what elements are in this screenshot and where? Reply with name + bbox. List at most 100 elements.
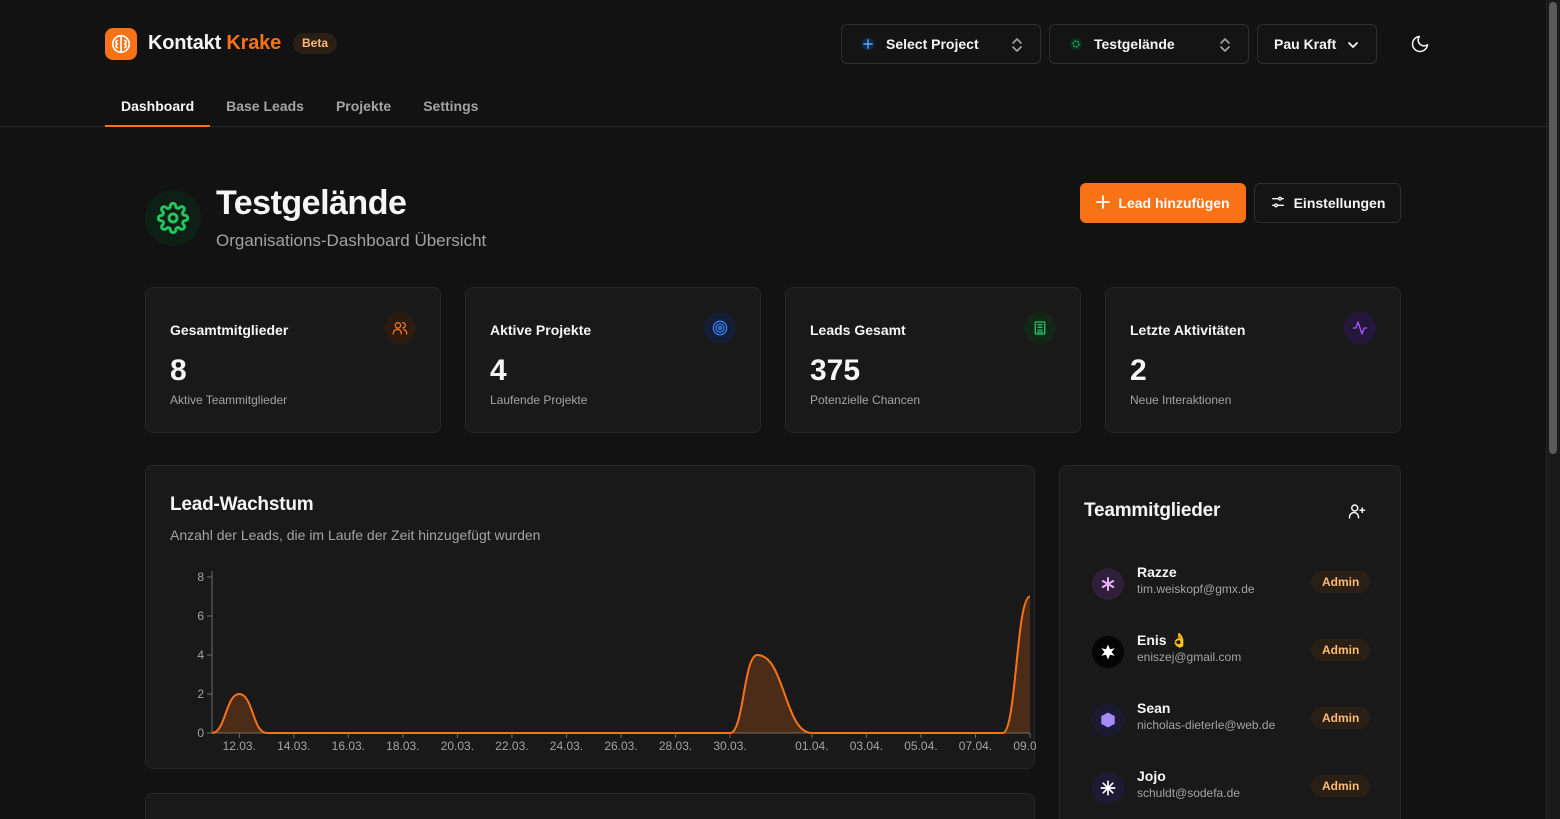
- role-badge: Admin: [1311, 775, 1371, 797]
- sliders-icon: [1270, 194, 1286, 213]
- brand-name[interactable]: Kontakt Krake: [148, 32, 281, 55]
- member-name: Razze: [1137, 564, 1177, 580]
- users-icon: [384, 312, 416, 344]
- stat-card-leads: Leads Gesamt 375 Potenzielle Chancen: [785, 287, 1081, 433]
- stat-description: Potenzielle Chancen: [810, 393, 921, 407]
- stat-card-members: Gesamtmitglieder 8 Aktive Teammitglieder: [145, 287, 441, 433]
- stat-label: Letzte Aktivitäten: [1130, 322, 1246, 338]
- main-nav-tabs: Dashboard Base Leads Projekte Settings: [105, 86, 494, 127]
- y-tick-label: 4: [197, 648, 204, 662]
- add-lead-label: Lead hinzufügen: [1118, 195, 1230, 211]
- tab-settings[interactable]: Settings: [423, 98, 479, 114]
- x-tick-label: 03.04.: [850, 739, 883, 753]
- team-member-row[interactable]: Jojo schuldt@sodefa.de Admin: [1092, 768, 1372, 812]
- stat-label: Leads Gesamt: [810, 322, 906, 338]
- organization-gear-icon: [145, 190, 201, 246]
- stat-description: Neue Interaktionen: [1130, 393, 1232, 407]
- team-title: Teammitglieder: [1084, 500, 1221, 521]
- x-tick-label: 05.04.: [904, 739, 937, 753]
- target-icon: [704, 312, 736, 344]
- x-tick-label: 26.03.: [604, 739, 637, 753]
- page-title: Testgelände: [216, 184, 407, 222]
- stat-description: Aktive Teammitglieder: [170, 393, 288, 407]
- team-member-row[interactable]: Sean nicholas-dieterle@web.de Admin: [1092, 700, 1372, 744]
- x-tick-label: 09.04.: [1013, 739, 1036, 753]
- brain-logo-icon[interactable]: [105, 28, 137, 60]
- x-tick-label: 18.03.: [386, 739, 419, 753]
- chevrons-up-down-icon: [1218, 37, 1232, 56]
- next-card: [145, 793, 1035, 819]
- chevrons-up-down-icon: [1010, 37, 1024, 56]
- member-email: schuldt@sodefa.de: [1137, 786, 1240, 800]
- stat-label: Aktive Projekte: [490, 322, 592, 338]
- y-tick-label: 2: [197, 687, 204, 701]
- y-tick-label: 6: [197, 609, 204, 623]
- stat-card-projects: Aktive Projekte 4 Laufende Projekte: [465, 287, 761, 433]
- x-tick-label: 07.04.: [959, 739, 992, 753]
- sparkle-icon: [860, 36, 876, 52]
- star-avatar-icon: [1092, 636, 1124, 668]
- moon-icon[interactable]: [1408, 32, 1432, 56]
- x-tick-label: 30.03.: [713, 739, 746, 753]
- settings-label: Einstellungen: [1293, 195, 1386, 211]
- stat-card-activity: Letzte Aktivitäten 2 Neue Interaktionen: [1105, 287, 1401, 433]
- brand-main: Kontakt: [148, 32, 222, 54]
- chart-title: Lead-Wachstum: [170, 494, 314, 515]
- member-email: tim.weiskopf@gmx.de: [1137, 582, 1255, 596]
- x-tick-label: 24.03.: [550, 739, 583, 753]
- asterisk-avatar-icon: [1092, 568, 1124, 600]
- organization-select-label: Testgelände: [1094, 36, 1175, 52]
- role-badge: Admin: [1311, 639, 1371, 661]
- stat-description: Laufende Projekte: [490, 393, 588, 407]
- user-menu[interactable]: Pau Kraft: [1257, 24, 1377, 64]
- member-email: nicholas-dieterle@web.de: [1137, 718, 1276, 732]
- team-member-row[interactable]: Razze tim.weiskopf@gmx.de Admin: [1092, 564, 1372, 608]
- settings-button[interactable]: Einstellungen: [1254, 183, 1401, 223]
- brand-accent: Krake: [226, 32, 282, 54]
- beta-badge: Beta: [293, 33, 338, 54]
- member-name: Enis 👌: [1137, 632, 1188, 648]
- organization-select[interactable]: Testgelände: [1049, 24, 1249, 64]
- team-member-row[interactable]: Enis 👌 eniszej@gmail.com Admin: [1092, 632, 1372, 676]
- building-icon: [1024, 312, 1056, 344]
- page-subtitle: Organisations-Dashboard Übersicht: [216, 231, 487, 250]
- tab-base-leads[interactable]: Base Leads: [226, 98, 304, 114]
- x-tick-label: 20.03.: [441, 739, 474, 753]
- chart-subtitle: Anzahl der Leads, die im Laufe der Zeit …: [170, 527, 541, 543]
- member-email: eniszej@gmail.com: [1137, 650, 1242, 664]
- x-tick-label: 22.03.: [495, 739, 528, 753]
- project-select-label: Select Project: [886, 36, 979, 52]
- activity-icon: [1344, 312, 1376, 344]
- scrollbar-thumb[interactable]: [1549, 2, 1557, 454]
- tab-dashboard[interactable]: Dashboard: [105, 86, 211, 127]
- project-select[interactable]: Select Project: [841, 24, 1041, 64]
- x-tick-label: 28.03.: [659, 739, 692, 753]
- hexagon-avatar-icon: [1092, 704, 1124, 736]
- stat-value: 8: [170, 354, 187, 387]
- stat-value: 2: [1130, 354, 1147, 387]
- x-tick-label: 14.03.: [277, 739, 310, 753]
- user-plus-icon[interactable]: [1348, 502, 1366, 520]
- tab-projekte[interactable]: Projekte: [335, 98, 392, 114]
- lead-growth-area: [212, 596, 1030, 733]
- user-menu-label: Pau Kraft: [1274, 36, 1337, 52]
- lead-growth-chart[interactable]: 0 2 4 6 8 12.03. 14.03. 16.03. 18.03. 20.03. 22.03…: [146, 466, 1036, 770]
- chevron-down-icon: [1346, 38, 1360, 55]
- x-tick-label: 01.04.: [795, 739, 828, 753]
- role-badge: Admin: [1311, 571, 1371, 593]
- gear-icon: [1068, 36, 1084, 52]
- stat-value: 375: [810, 354, 861, 387]
- add-lead-button[interactable]: Lead hinzufügen: [1080, 183, 1246, 223]
- stat-label: Gesamtmitglieder: [170, 322, 289, 338]
- lead-growth-card: Lead-Wachstum Anzahl der Leads, die im L…: [145, 465, 1036, 770]
- plus-icon: [1096, 194, 1111, 212]
- member-name: Jojo: [1137, 768, 1166, 784]
- stat-value: 4: [490, 354, 507, 387]
- burst-avatar-icon: [1092, 772, 1124, 804]
- team-members-card: Teammitglieder Razze tim.weiskopf@gmx.de…: [1059, 465, 1401, 819]
- lead-growth-line: [211, 595, 1031, 734]
- y-tick-label: 8: [197, 570, 204, 584]
- y-tick-label: 0: [197, 726, 204, 740]
- top-header: Kontakt Krake Beta Select Project Testge…: [0, 0, 1546, 127]
- member-name: Sean: [1137, 700, 1171, 716]
